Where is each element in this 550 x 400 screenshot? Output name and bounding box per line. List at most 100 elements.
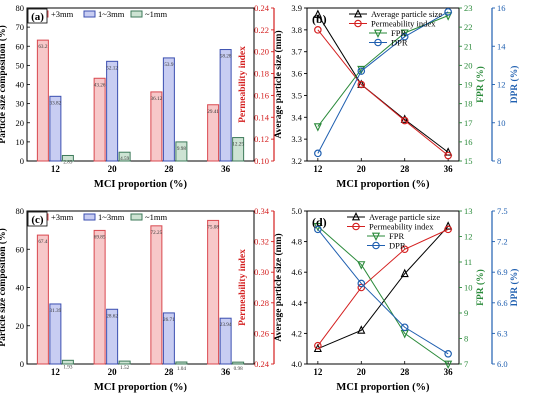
fpr-axis-label: FPR (%) xyxy=(475,269,486,306)
point-FPR xyxy=(444,12,453,21)
point-DPR xyxy=(314,225,322,234)
point-Permeability index xyxy=(400,116,409,125)
dpr-tick-label: 7.2 xyxy=(497,237,508,247)
dpr-tick-label: 6.6 xyxy=(497,298,508,308)
legend-label: Permeability index xyxy=(369,222,434,232)
legend-label: Permeability index xyxy=(371,19,436,29)
bar-~1mm xyxy=(118,151,131,162)
plot-frame xyxy=(306,210,460,365)
point-Permeability index xyxy=(444,225,452,234)
line-panel-1: 12 20 28 36 0.10 0.12 0.14 0.16 0.18 0.20 0.22 0.24… xyxy=(238,3,520,190)
fpr-tick-label: 15 xyxy=(464,156,473,166)
bar-~1mm xyxy=(232,137,245,162)
x-tick-label: 20 xyxy=(108,164,118,174)
legend-label: 1~3mm xyxy=(98,9,125,19)
data-label: 28.62 xyxy=(106,313,118,319)
x-tick-label: 36 xyxy=(444,164,454,174)
size-axis-label: Average particle size (mm) xyxy=(273,233,284,341)
legend-swatch xyxy=(130,10,143,18)
data-label: 29.41 xyxy=(207,109,219,115)
size-tick-label: 3.7 xyxy=(291,47,302,57)
permeability-tick-label: 0.10 xyxy=(254,156,269,166)
fpr-tick-label: 8 xyxy=(464,334,468,344)
y-tick-label: 0 xyxy=(20,359,24,369)
x-tick-label: 36 xyxy=(221,367,231,377)
point-DPR xyxy=(357,67,366,75)
bar-1~3mm xyxy=(49,95,62,162)
x-tick-label: 28 xyxy=(400,367,410,377)
series-line-DPR xyxy=(317,11,449,154)
panel-label-box xyxy=(27,211,48,227)
fpr-tick-label: 11 xyxy=(464,257,472,267)
bar-+3mm xyxy=(150,91,163,162)
point-FPR xyxy=(313,123,322,132)
point-FPR xyxy=(444,360,453,370)
bar-panel-0: 0 10 20 30 40 50 60 70 80 12 63.2 33.82 2.89 20 43.26 5… xyxy=(0,3,255,190)
bar-+3mm xyxy=(150,225,163,365)
x-axis-label: MCI proportion (%) xyxy=(94,179,188,190)
series-line-DPR xyxy=(317,229,449,355)
dpr-axis-label: DPR (%) xyxy=(509,66,520,104)
bar-~1mm xyxy=(61,154,74,162)
permeability-tick-label: 0.26 xyxy=(254,328,269,338)
legend-swatch xyxy=(83,10,96,18)
x-axis-label: MCI proportion (%) xyxy=(336,382,430,393)
legend-label: FPR xyxy=(389,231,404,241)
point-Permeability index xyxy=(357,283,366,292)
y-tick-label: 60 xyxy=(16,244,25,254)
data-label: 26.71 xyxy=(163,317,175,323)
x-tick-label: 28 xyxy=(164,164,174,174)
data-label: 67.4 xyxy=(38,239,47,245)
legend-label: DPR xyxy=(389,241,406,251)
fpr-tick-label: 16 xyxy=(464,137,473,147)
data-label: 12.25 xyxy=(232,142,244,148)
bar-1~3mm xyxy=(162,312,175,365)
size-tick-label: 3.4 xyxy=(291,112,302,122)
size-tick-label: 3.3 xyxy=(291,134,302,144)
point-DPR xyxy=(400,323,409,332)
series-line-FPR xyxy=(317,225,449,365)
legend-label: +3mm xyxy=(51,9,74,19)
permeability-tick-label: 0.18 xyxy=(254,69,269,79)
y-tick-label: 20 xyxy=(16,118,25,128)
permeability-tick-label: 0.24 xyxy=(254,359,270,369)
legend-marker xyxy=(354,19,362,28)
fpr-tick-label: 23 xyxy=(464,3,473,13)
dpr-axis-label: DPR (%) xyxy=(509,269,520,307)
permeability-tick-label: 0.30 xyxy=(254,267,269,277)
permeability-tick-label: 0.22 xyxy=(254,25,269,35)
x-axis-label: MCI proportion (%) xyxy=(94,382,188,393)
data-label: 58.28 xyxy=(220,54,232,60)
permeability-tick-label: 0.14 xyxy=(254,112,270,122)
permeability-tick-label: 0.34 xyxy=(254,206,270,216)
legend-marker xyxy=(352,222,360,231)
x-tick-label: 28 xyxy=(164,367,174,377)
point-Permeability index xyxy=(314,341,322,350)
dpr-tick-label: 6.0 xyxy=(497,359,508,369)
fpr-tick-label: 9 xyxy=(464,308,468,318)
bar-+3mm xyxy=(93,229,106,365)
plot-frame xyxy=(306,7,460,162)
fpr-tick-label: 7 xyxy=(464,359,468,369)
permeability-axis-label: Permeability index xyxy=(238,249,248,326)
x-axis-label: MCI proportion (%) xyxy=(336,179,430,190)
legend-marker xyxy=(373,29,383,39)
data-label: 69.85 xyxy=(94,234,106,240)
dpr-tick-label: 6.3 xyxy=(497,328,508,338)
point-DPR xyxy=(357,279,366,288)
legend-marker xyxy=(374,38,382,47)
bar-1~3mm xyxy=(106,308,119,365)
permeability-axis-label: Permeability index xyxy=(238,46,248,123)
y-tick-label: 80 xyxy=(16,206,25,216)
point-Average particle size xyxy=(357,325,366,334)
series-line-FPR xyxy=(317,15,449,127)
size-tick-label: 3.5 xyxy=(291,90,302,100)
permeability-tick-label: 0.20 xyxy=(254,47,269,57)
dpr-tick-label: 10 xyxy=(497,118,506,128)
legend-marker xyxy=(372,241,380,250)
dpr-tick-label: 8 xyxy=(497,156,501,166)
panel-label: (a) xyxy=(31,11,44,23)
bar-+3mm xyxy=(93,77,106,162)
y-tick-label: 60 xyxy=(16,41,25,51)
